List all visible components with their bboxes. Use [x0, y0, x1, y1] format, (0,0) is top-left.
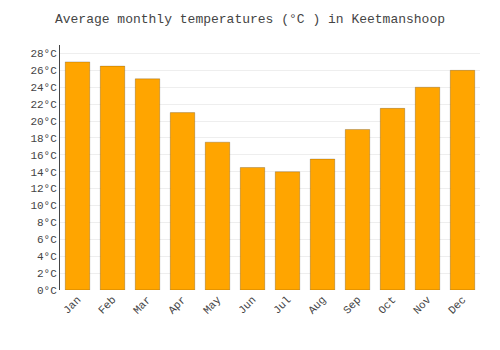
svg-text:Feb: Feb — [96, 294, 118, 316]
svg-text:Average monthly temperatures (: Average monthly temperatures (°C ) in Ke… — [55, 12, 445, 27]
svg-text:26°C: 26°C — [30, 65, 57, 77]
svg-text:2°C: 2°C — [37, 268, 57, 280]
svg-text:18°C: 18°C — [30, 133, 57, 145]
svg-text:Jun: Jun — [236, 294, 258, 316]
svg-text:6°C: 6°C — [37, 234, 57, 246]
svg-text:28°C: 28°C — [30, 48, 57, 60]
svg-text:8°C: 8°C — [37, 217, 57, 229]
svg-text:10°C: 10°C — [30, 200, 57, 212]
svg-text:Apr: Apr — [166, 294, 188, 316]
svg-text:16°C: 16°C — [30, 150, 57, 162]
svg-text:0°C: 0°C — [37, 285, 57, 297]
svg-text:4°C: 4°C — [37, 251, 57, 263]
svg-text:22°C: 22°C — [30, 99, 57, 111]
svg-text:Nov: Nov — [411, 294, 434, 317]
svg-text:May: May — [201, 294, 224, 317]
svg-text:Jul: Jul — [271, 294, 293, 316]
svg-text:Jan: Jan — [61, 294, 83, 316]
svg-text:20°C: 20°C — [30, 116, 57, 128]
svg-text:Sep: Sep — [341, 294, 363, 316]
svg-text:Aug: Aug — [306, 294, 328, 316]
svg-text:Mar: Mar — [131, 294, 153, 316]
svg-text:Dec: Dec — [446, 294, 468, 316]
svg-text:24°C: 24°C — [30, 82, 57, 94]
svg-text:Oct: Oct — [376, 294, 398, 316]
svg-text:14°C: 14°C — [30, 167, 57, 179]
svg-text:12°C: 12°C — [30, 183, 57, 195]
